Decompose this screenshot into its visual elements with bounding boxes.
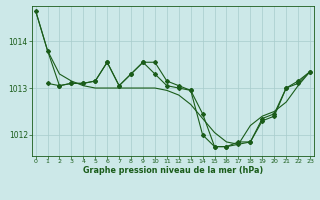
X-axis label: Graphe pression niveau de la mer (hPa): Graphe pression niveau de la mer (hPa) xyxy=(83,166,263,175)
